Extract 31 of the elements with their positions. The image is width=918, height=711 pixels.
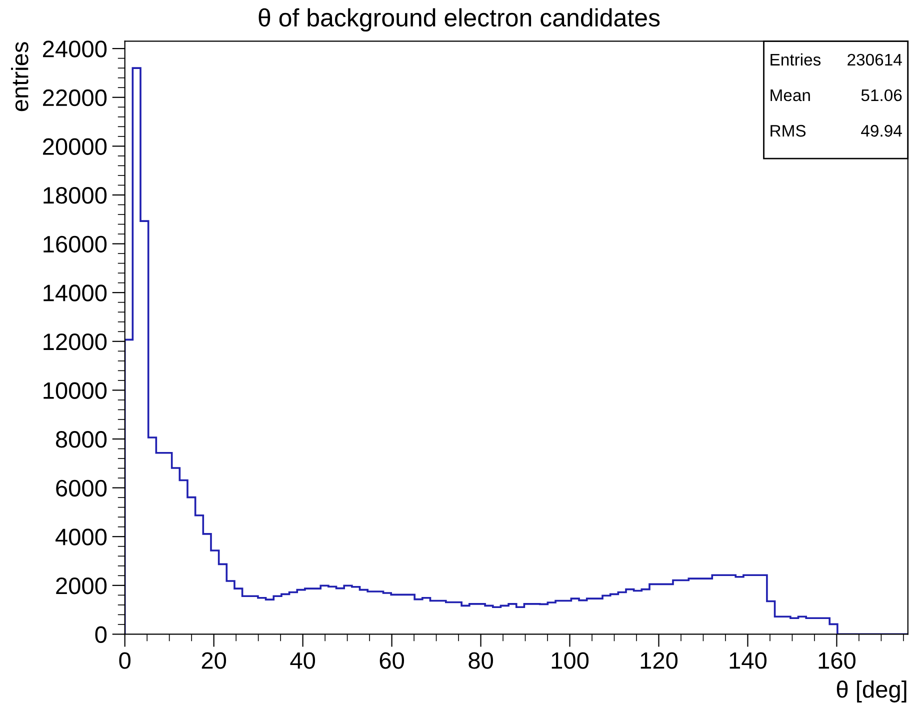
x-tick-label: 0 bbox=[119, 652, 130, 669]
y-tick-label: 2000 bbox=[56, 577, 107, 594]
x-tick-label: 140 bbox=[730, 652, 767, 669]
y-tick-label: 24000 bbox=[43, 40, 107, 58]
y-tick-label: 0 bbox=[95, 626, 107, 643]
x-tick-label: 80 bbox=[468, 652, 493, 669]
y-tick-label: 18000 bbox=[44, 187, 107, 204]
y-tick-label: 4000 bbox=[56, 528, 107, 546]
y-tick-label: 14000 bbox=[44, 284, 107, 302]
x-tick-label: 100 bbox=[552, 652, 589, 669]
x-tick-label: 160 bbox=[818, 652, 856, 669]
annotation: 230614 bbox=[848, 54, 902, 66]
y-axis-title: entries bbox=[11, 42, 28, 112]
x-tick-label: 60 bbox=[380, 652, 404, 669]
y-tick-label: 16000 bbox=[44, 236, 107, 253]
x-axis-title: θ [deg] bbox=[836, 680, 906, 702]
x-tick-label: 40 bbox=[290, 652, 316, 669]
x-tick-label: 120 bbox=[640, 652, 678, 669]
annotation: 49.94 bbox=[861, 124, 902, 137]
y-tick-label: 20000 bbox=[43, 138, 107, 155]
annotation: RMS bbox=[770, 124, 806, 137]
chart-title: θ of background electron candidates bbox=[258, 8, 660, 32]
y-tick-label: 10000 bbox=[44, 382, 107, 399]
y-tick-label: 12000 bbox=[44, 333, 107, 350]
y-tick-label: 6000 bbox=[56, 480, 107, 497]
y-tick-label: 22000 bbox=[43, 89, 107, 106]
y-tick-label: 8000 bbox=[56, 431, 107, 448]
annotation: Entries bbox=[770, 53, 821, 66]
x-tick-label: 20 bbox=[202, 652, 226, 669]
annotation: Mean bbox=[770, 90, 810, 102]
annotation: 51.06 bbox=[861, 89, 902, 102]
